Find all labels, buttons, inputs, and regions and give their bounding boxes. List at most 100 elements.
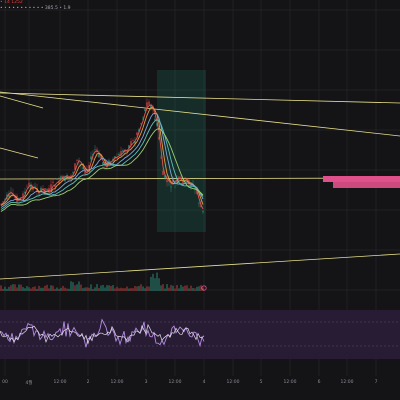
volume-bar <box>130 288 132 291</box>
volume-bar <box>168 287 170 291</box>
time-tick-label: 5 <box>259 380 263 385</box>
candle-body <box>136 132 138 135</box>
volume-bar <box>16 287 18 291</box>
candle-body <box>164 174 166 179</box>
trendline <box>0 91 400 137</box>
candle-body <box>144 109 146 111</box>
ma-line-orange <box>0 106 204 206</box>
candle-body <box>22 193 24 199</box>
candle-body <box>74 163 76 170</box>
volume-bar <box>144 288 146 291</box>
candle-body <box>100 156 102 160</box>
volume-bar <box>174 288 176 291</box>
volume-bar <box>8 286 10 291</box>
candle-body <box>26 186 28 188</box>
volume-bar <box>102 284 104 291</box>
volume-bar <box>94 287 96 291</box>
volume-bar <box>176 285 178 291</box>
candle-body <box>54 185 56 187</box>
legend-line-1: • 14 1252 <box>0 0 23 5</box>
volume-bar <box>34 286 36 291</box>
candle-body <box>162 171 164 175</box>
time-tick-label: 12:00 <box>168 380 182 385</box>
volume-bar <box>148 286 150 291</box>
candle-body <box>90 156 92 160</box>
pink-zone <box>323 176 400 188</box>
candle-body <box>28 182 30 186</box>
volume-bar <box>92 288 94 291</box>
volume-bar <box>52 285 54 291</box>
trendline <box>0 147 39 159</box>
volume-bar <box>186 285 188 291</box>
time-axis: 00 4월 12:00 2 12:00 3 12:00 4 12:00 5 12:00 6 12:00 7 <box>0 376 400 390</box>
time-tick-label: 7 <box>374 380 378 385</box>
volume-bar <box>60 287 62 291</box>
candle-body <box>112 159 114 161</box>
volume-bar <box>58 288 60 291</box>
candle-body <box>184 177 186 179</box>
candle-body <box>182 180 184 185</box>
volume-bar <box>12 284 14 291</box>
oscillator-signal-line <box>0 323 205 345</box>
candle-body <box>154 118 156 121</box>
volume-bar <box>56 287 58 291</box>
candle-body <box>2 201 4 203</box>
volume-bar <box>68 288 70 291</box>
last-price-marker[interactable] <box>201 285 207 291</box>
volume-bar <box>6 288 8 291</box>
volume-bar <box>78 281 80 291</box>
volume-bar <box>90 284 92 291</box>
time-tick-label: 6 <box>317 380 321 385</box>
candle-body <box>142 118 144 120</box>
time-tick-label: 12:00 <box>53 380 67 385</box>
volume-bar <box>100 285 102 291</box>
candle-body <box>140 123 142 124</box>
volume-bar <box>110 286 112 291</box>
volume-bar <box>194 288 196 291</box>
candle-body <box>126 151 128 152</box>
volume-bar <box>4 286 6 291</box>
candle-body <box>40 187 42 193</box>
volume-bar <box>152 273 154 291</box>
candle-body <box>58 181 60 184</box>
volume-bar <box>64 287 66 291</box>
volume-bar <box>96 284 98 291</box>
candle-body <box>84 170 86 175</box>
time-tick-label: 4 <box>202 380 206 385</box>
volume-bars <box>0 272 204 291</box>
candle-body <box>150 104 152 110</box>
candle-body <box>180 176 182 179</box>
time-tick-label: 12:00 <box>110 380 124 385</box>
oscillator <box>0 318 400 348</box>
time-tick-label: 12:00 <box>283 380 297 385</box>
highlight-zone <box>157 70 206 232</box>
trendline <box>0 95 44 109</box>
volume-bar <box>46 284 48 291</box>
volume-bar <box>80 284 82 291</box>
candle-body <box>72 172 74 173</box>
trendline <box>0 92 400 104</box>
candle-body <box>160 157 162 159</box>
volume-bar <box>142 286 144 291</box>
volume-bar <box>136 286 138 291</box>
pink-zone-upper <box>323 176 400 182</box>
volume-bar <box>146 286 148 291</box>
volume-bar <box>192 287 194 291</box>
volume-bar <box>74 285 76 291</box>
volume-bar <box>50 285 52 291</box>
volume-bar <box>36 288 38 291</box>
candle-body <box>198 202 200 204</box>
candle-body <box>94 149 96 151</box>
ma-line-green <box>0 128 204 212</box>
volume-bar <box>190 285 192 291</box>
candle-body <box>166 180 168 183</box>
volume-bar <box>106 285 108 291</box>
candle-body <box>60 176 62 180</box>
indicator-legend: • 14 1252 • • • • • • • • • • • 385.5 • … <box>0 0 71 12</box>
price-chart-canvas[interactable] <box>0 0 400 376</box>
volume-bar <box>38 285 40 291</box>
candle-body <box>70 175 72 178</box>
volume-bar <box>166 284 168 291</box>
volume-bar <box>14 284 16 291</box>
candle-body <box>118 153 120 156</box>
